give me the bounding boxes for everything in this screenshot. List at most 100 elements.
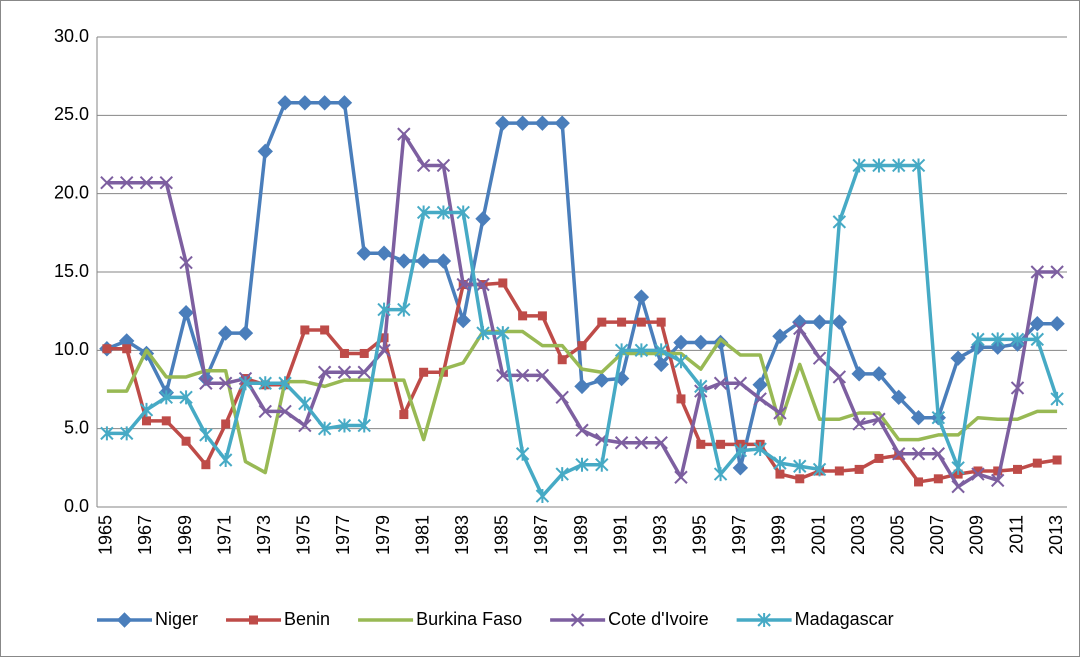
marker bbox=[673, 334, 689, 351]
marker bbox=[951, 460, 965, 475]
marker bbox=[179, 255, 193, 270]
marker bbox=[496, 326, 510, 341]
marker bbox=[854, 464, 864, 474]
marker bbox=[634, 343, 649, 358]
marker bbox=[971, 332, 985, 347]
marker bbox=[654, 343, 668, 358]
legend-item: Cote d'Ivoire bbox=[550, 609, 709, 629]
marker bbox=[693, 334, 709, 351]
x-tick-label: 1969 bbox=[175, 515, 195, 555]
marker bbox=[496, 368, 510, 383]
marker bbox=[377, 343, 391, 358]
marker bbox=[656, 317, 666, 327]
y-tick-label: 0.0 bbox=[64, 496, 89, 516]
marker bbox=[357, 365, 371, 379]
marker bbox=[278, 404, 292, 419]
marker bbox=[537, 311, 547, 321]
marker bbox=[159, 390, 173, 405]
marker bbox=[476, 277, 490, 292]
marker bbox=[419, 367, 429, 377]
marker bbox=[534, 115, 551, 131]
marker bbox=[752, 377, 768, 393]
x-tick-label: 1975 bbox=[294, 515, 314, 555]
marker bbox=[119, 175, 134, 190]
marker bbox=[161, 416, 171, 426]
marker bbox=[475, 211, 491, 227]
marker bbox=[336, 95, 353, 111]
marker bbox=[570, 613, 585, 627]
x-tick-label: 2013 bbox=[1046, 515, 1066, 555]
marker bbox=[179, 390, 193, 405]
marker bbox=[397, 302, 411, 317]
marker bbox=[574, 378, 590, 395]
marker bbox=[696, 439, 706, 449]
marker bbox=[676, 394, 686, 404]
x-tick-label: 1981 bbox=[412, 515, 432, 555]
marker bbox=[595, 457, 609, 472]
marker bbox=[316, 95, 333, 111]
x-tick-label: 1993 bbox=[650, 515, 670, 555]
legend-label: Benin bbox=[284, 609, 330, 629]
marker bbox=[633, 289, 650, 305]
marker bbox=[773, 406, 787, 420]
marker bbox=[320, 325, 330, 335]
marker bbox=[713, 467, 728, 482]
marker bbox=[554, 115, 570, 131]
marker bbox=[159, 175, 173, 190]
marker bbox=[773, 456, 787, 471]
marker bbox=[300, 325, 310, 335]
y-tick-label: 20.0 bbox=[54, 182, 89, 202]
marker bbox=[217, 325, 234, 341]
marker bbox=[416, 205, 431, 220]
marker bbox=[834, 466, 844, 476]
legend-item: Benin bbox=[226, 609, 330, 629]
marker bbox=[733, 443, 748, 458]
legend-item: Niger bbox=[97, 609, 198, 629]
y-tick-label: 30.0 bbox=[54, 26, 89, 46]
marker bbox=[376, 245, 392, 261]
marker bbox=[337, 418, 352, 433]
marker bbox=[557, 355, 567, 365]
marker bbox=[694, 379, 708, 394]
marker bbox=[910, 409, 927, 426]
marker bbox=[495, 115, 511, 131]
x-tick-label: 1973 bbox=[254, 515, 274, 555]
marker bbox=[757, 613, 771, 627]
marker bbox=[476, 326, 490, 341]
marker bbox=[753, 442, 767, 457]
marker bbox=[991, 473, 1005, 488]
marker bbox=[515, 368, 530, 383]
marker bbox=[436, 158, 451, 173]
marker bbox=[498, 278, 508, 288]
x-tick-label: 2007 bbox=[927, 515, 947, 555]
marker bbox=[514, 115, 531, 131]
marker bbox=[991, 332, 1005, 347]
marker bbox=[100, 426, 114, 441]
marker bbox=[1030, 265, 1045, 279]
legend-label: Cote d'Ivoire bbox=[608, 609, 709, 629]
x-tick-label: 1995 bbox=[690, 515, 710, 555]
marker bbox=[298, 418, 312, 433]
marker bbox=[636, 317, 646, 327]
marker bbox=[258, 404, 272, 419]
marker bbox=[614, 343, 629, 358]
marker bbox=[775, 469, 785, 479]
x-tick-label: 1985 bbox=[492, 515, 512, 555]
x-tick-label: 1979 bbox=[373, 515, 393, 555]
marker bbox=[892, 158, 906, 173]
marker bbox=[317, 421, 332, 436]
marker bbox=[852, 158, 866, 173]
marker bbox=[812, 351, 827, 365]
marker bbox=[518, 311, 528, 321]
marker bbox=[139, 402, 154, 417]
legend-label: Niger bbox=[155, 609, 198, 629]
marker bbox=[357, 418, 371, 433]
marker bbox=[851, 366, 867, 382]
legend-label: Burkina Faso bbox=[416, 609, 522, 629]
marker bbox=[317, 365, 332, 379]
marker bbox=[911, 158, 926, 173]
marker bbox=[456, 277, 470, 292]
marker bbox=[793, 459, 807, 474]
